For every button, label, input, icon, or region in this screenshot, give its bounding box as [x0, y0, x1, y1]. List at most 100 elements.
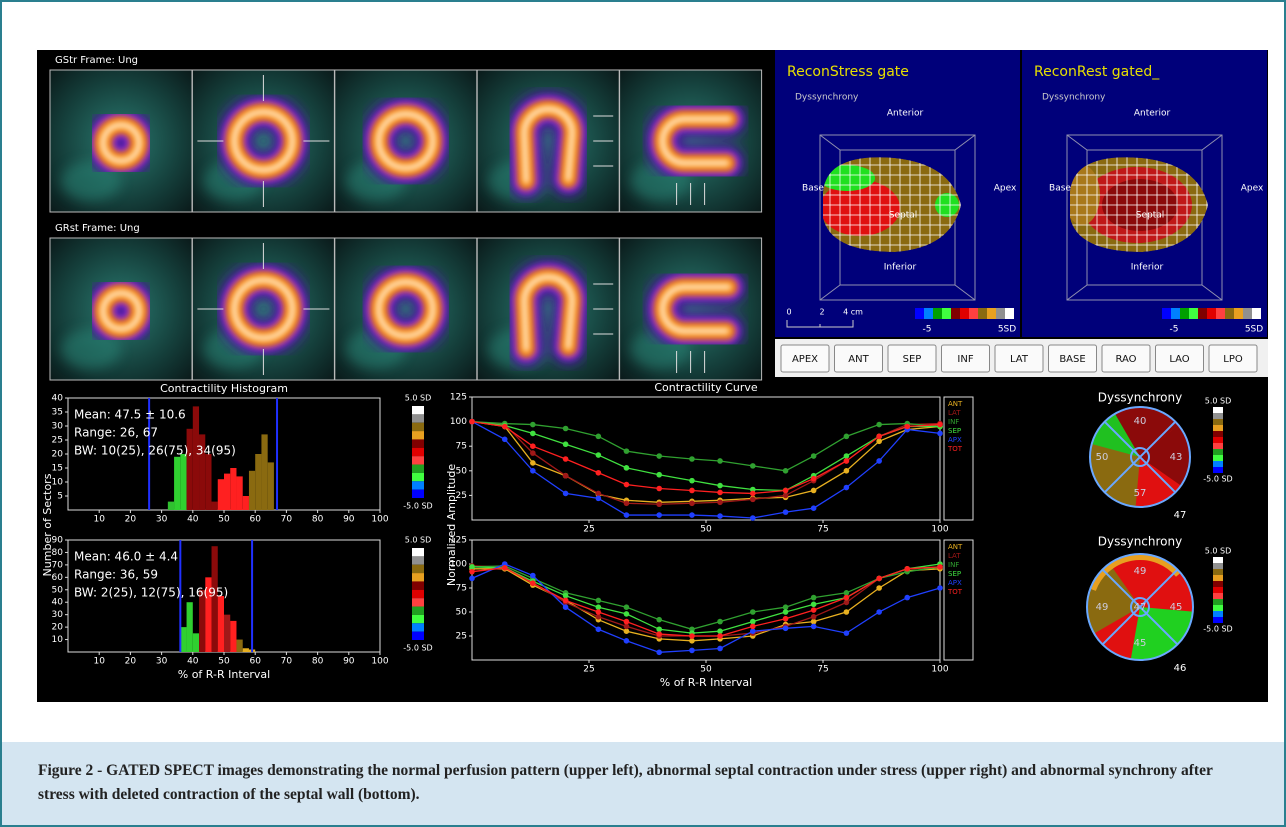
- series-point: [811, 488, 817, 494]
- global-value: 47: [1174, 510, 1187, 521]
- colorbar-swatch: [1213, 611, 1223, 617]
- series-point: [876, 422, 882, 428]
- page: Gated SPECT figure { "spect": {"rows": […: [0, 0, 1286, 827]
- series-point: [717, 619, 723, 625]
- series-point: [656, 626, 662, 632]
- colorbar-swatch: [1005, 308, 1014, 319]
- x-tick-label: 20: [125, 657, 137, 667]
- series-point: [717, 633, 723, 639]
- region-value: 40: [1134, 416, 1147, 427]
- button-label: APEX: [792, 354, 818, 365]
- button-label: LAT: [1010, 354, 1029, 365]
- x-tick-label: 80: [312, 515, 324, 525]
- y-tick-label: 35: [52, 408, 63, 418]
- colorbar-swatch: [1213, 581, 1223, 587]
- series-point: [689, 512, 695, 518]
- recon-panel: ReconRest gated_DyssynchronyAnteriorBase…: [1022, 50, 1267, 337]
- series-point: [717, 499, 723, 505]
- view-button[interactable]: LAT: [995, 345, 1043, 372]
- histogram-bar: [243, 648, 249, 652]
- x-tick-label: 75: [817, 525, 828, 535]
- series-point: [783, 488, 789, 494]
- slice-row-label: GRst Frame: Ung: [55, 223, 140, 234]
- series-point: [656, 617, 662, 623]
- chart-title: Contractility Curve: [654, 381, 757, 394]
- series-point: [530, 573, 536, 579]
- legend-entry: SEP: [948, 570, 961, 578]
- series-point: [624, 624, 630, 630]
- x-tick-label: 100: [931, 665, 948, 675]
- colorbar-swatch: [1213, 617, 1223, 623]
- region-value: 49: [1096, 602, 1109, 613]
- series-point: [844, 590, 850, 596]
- series-point: [596, 496, 602, 502]
- x-tick-label: 20: [125, 515, 137, 525]
- colorbar-swatch: [1162, 308, 1171, 319]
- series-point: [904, 566, 910, 572]
- view-button[interactable]: LPO: [1209, 345, 1257, 372]
- orientation-label: Base: [802, 184, 824, 194]
- statistic: Mean: 46.0 ± 4.4: [74, 550, 178, 564]
- x-tick-label: 10: [93, 657, 105, 667]
- series-point: [563, 473, 569, 479]
- y-tick-label: 75: [456, 584, 467, 594]
- slice-image: [192, 70, 334, 212]
- series-point: [811, 595, 817, 601]
- colorbar-label: -5.0 SD: [403, 502, 432, 511]
- legend-entry: ANT: [948, 543, 963, 551]
- y-tick-label: 125: [450, 393, 467, 403]
- series-point: [689, 633, 695, 639]
- colorbar-swatch: [1213, 413, 1223, 419]
- series-point: [750, 463, 756, 469]
- colorbar-swatch: [1213, 419, 1223, 425]
- series-point: [563, 604, 569, 610]
- recon-title: ReconStress gate: [787, 64, 909, 80]
- series-point: [844, 485, 850, 491]
- series-point: [750, 628, 756, 634]
- y-tick-label: 25: [456, 491, 467, 501]
- series-point: [811, 607, 817, 613]
- series-point: [596, 598, 602, 604]
- colorbar-label: 5SD: [998, 325, 1016, 335]
- series-point: [689, 500, 695, 506]
- x-tick-label: 100: [371, 657, 388, 667]
- y-tick-label: 100: [450, 560, 467, 570]
- view-button[interactable]: INF: [942, 345, 990, 372]
- view-button[interactable]: RAO: [1102, 345, 1150, 372]
- series-point: [469, 576, 475, 582]
- statistic: Range: 26, 67: [74, 426, 158, 440]
- colorbar-swatch: [412, 490, 424, 498]
- colorbar-label: -5.0 SD: [403, 644, 432, 653]
- series-point: [844, 595, 850, 601]
- view-button[interactable]: SEP: [888, 345, 936, 372]
- view-button[interactable]: LAO: [1156, 345, 1204, 372]
- histogram-bar: [230, 468, 236, 510]
- series-point: [844, 458, 850, 464]
- colorbar-swatch: [1180, 308, 1189, 319]
- legend-entry: TOT: [947, 445, 963, 453]
- recon-panel: ReconStress gateDyssynchronyAnteriorBase…: [775, 50, 1020, 337]
- series-point: [596, 452, 602, 458]
- histogram-bar: [236, 640, 242, 652]
- histogram-bar: [187, 602, 193, 652]
- orientation-label: Inferior: [1131, 263, 1164, 273]
- series-point: [530, 580, 536, 586]
- colorbar-swatch: [1213, 593, 1223, 599]
- series-point: [624, 638, 630, 644]
- colorbar-swatch: [1213, 437, 1223, 443]
- view-button[interactable]: ANT: [835, 345, 883, 372]
- colorbar-swatch: [969, 308, 978, 319]
- orientation-label: Anterior: [1134, 109, 1171, 119]
- histogram-bar: [174, 457, 180, 510]
- colorbar-swatch: [1207, 308, 1216, 319]
- view-button[interactable]: BASE: [1049, 345, 1097, 372]
- series-point: [596, 604, 602, 610]
- series-point: [750, 515, 756, 521]
- colorbar-swatch: [1234, 308, 1243, 319]
- slice-image: [620, 238, 762, 380]
- x-tick-label: 50: [700, 665, 712, 675]
- colorbar-swatch: [960, 308, 969, 319]
- view-button[interactable]: APEX: [781, 345, 829, 372]
- series-point: [624, 619, 630, 625]
- series-point: [624, 448, 630, 454]
